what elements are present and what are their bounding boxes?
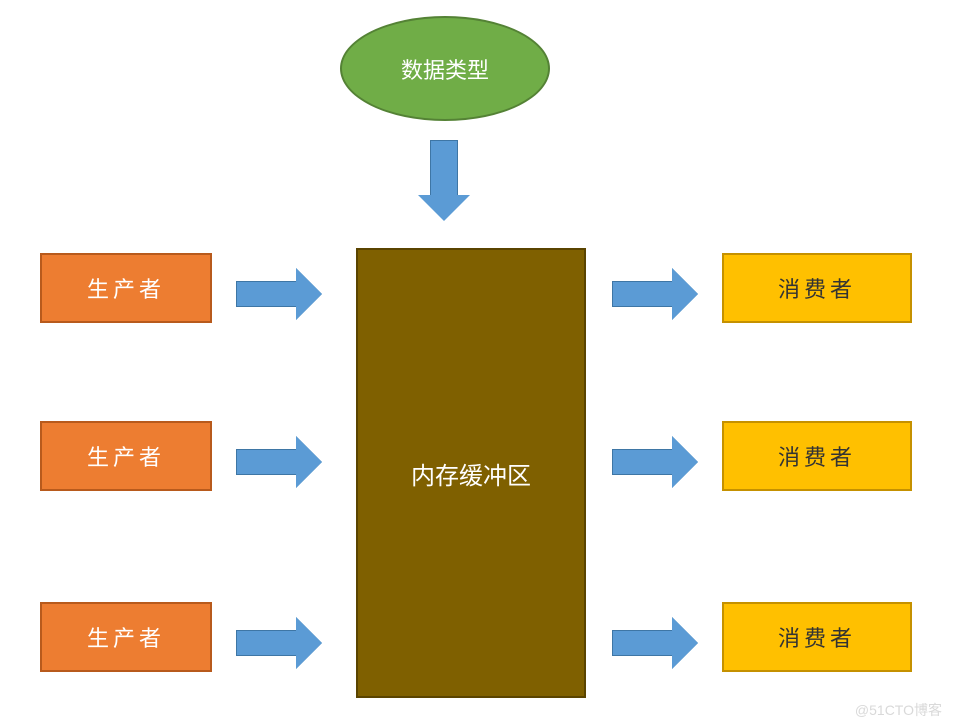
consumer-box: 消费者 <box>722 602 912 672</box>
datatype-label: 数据类型 <box>401 53 489 85</box>
consumer-label: 消费者 <box>778 440 856 472</box>
arrow-right <box>236 268 322 320</box>
producer-label: 生产者 <box>87 272 165 304</box>
arrow-down <box>418 140 470 221</box>
producer-box: 生产者 <box>40 421 212 491</box>
buffer-box: 内存缓冲区 <box>356 248 586 698</box>
consumer-box: 消费者 <box>722 253 912 323</box>
arrow-right <box>612 436 698 488</box>
consumer-label: 消费者 <box>778 272 856 304</box>
buffer-label: 内存缓冲区 <box>411 456 531 491</box>
consumer-box: 消费者 <box>722 421 912 491</box>
producer-box: 生产者 <box>40 253 212 323</box>
consumer-label: 消费者 <box>778 621 856 653</box>
producer-box: 生产者 <box>40 602 212 672</box>
arrow-right <box>236 617 322 669</box>
producer-label: 生产者 <box>87 621 165 653</box>
producer-label: 生产者 <box>87 440 165 472</box>
arrow-right <box>236 436 322 488</box>
datatype-ellipse: 数据类型 <box>340 16 550 121</box>
watermark-text: @51CTO博客 <box>855 700 942 720</box>
arrow-right <box>612 268 698 320</box>
arrow-right <box>612 617 698 669</box>
